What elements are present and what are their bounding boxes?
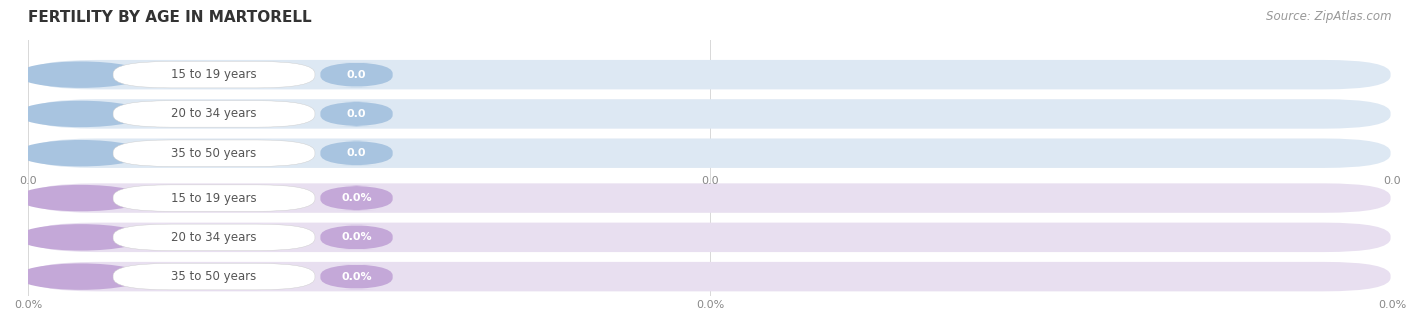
Text: 0.0%: 0.0% — [342, 272, 371, 281]
Text: 0.0: 0.0 — [347, 148, 367, 158]
Text: Source: ZipAtlas.com: Source: ZipAtlas.com — [1267, 10, 1392, 23]
FancyBboxPatch shape — [30, 139, 1391, 168]
FancyBboxPatch shape — [112, 224, 315, 250]
Text: 20 to 34 years: 20 to 34 years — [172, 108, 257, 120]
FancyBboxPatch shape — [112, 61, 315, 88]
Text: 15 to 19 years: 15 to 19 years — [172, 68, 257, 81]
Circle shape — [17, 185, 145, 211]
FancyBboxPatch shape — [112, 185, 315, 211]
FancyBboxPatch shape — [30, 223, 1391, 252]
FancyBboxPatch shape — [30, 183, 1391, 213]
Circle shape — [17, 263, 145, 290]
Circle shape — [17, 61, 145, 88]
Text: 0.0%: 0.0% — [696, 300, 724, 310]
FancyBboxPatch shape — [30, 99, 1391, 129]
Text: 0.0: 0.0 — [1384, 176, 1400, 186]
FancyBboxPatch shape — [321, 185, 392, 211]
Text: 35 to 50 years: 35 to 50 years — [172, 270, 257, 283]
FancyBboxPatch shape — [112, 101, 315, 127]
Text: 15 to 19 years: 15 to 19 years — [172, 192, 257, 205]
Text: 0.0: 0.0 — [20, 176, 37, 186]
Text: 0.0: 0.0 — [347, 70, 367, 80]
FancyBboxPatch shape — [321, 264, 392, 289]
Text: 0.0: 0.0 — [347, 109, 367, 119]
Text: 20 to 34 years: 20 to 34 years — [172, 231, 257, 244]
FancyBboxPatch shape — [30, 262, 1391, 291]
Circle shape — [17, 224, 145, 250]
Text: 0.0: 0.0 — [702, 176, 718, 186]
Text: FERTILITY BY AGE IN MARTORELL: FERTILITY BY AGE IN MARTORELL — [28, 10, 312, 25]
FancyBboxPatch shape — [321, 141, 392, 166]
FancyBboxPatch shape — [112, 263, 315, 290]
FancyBboxPatch shape — [321, 101, 392, 126]
FancyBboxPatch shape — [321, 225, 392, 250]
FancyBboxPatch shape — [321, 62, 392, 87]
Circle shape — [17, 140, 145, 166]
Text: 0.0%: 0.0% — [342, 193, 371, 203]
Text: 0.0%: 0.0% — [1378, 300, 1406, 310]
Text: 0.0%: 0.0% — [14, 300, 42, 310]
Text: 0.0%: 0.0% — [342, 232, 371, 242]
FancyBboxPatch shape — [30, 60, 1391, 89]
Text: 35 to 50 years: 35 to 50 years — [172, 147, 257, 160]
FancyBboxPatch shape — [112, 140, 315, 166]
Circle shape — [17, 101, 145, 127]
